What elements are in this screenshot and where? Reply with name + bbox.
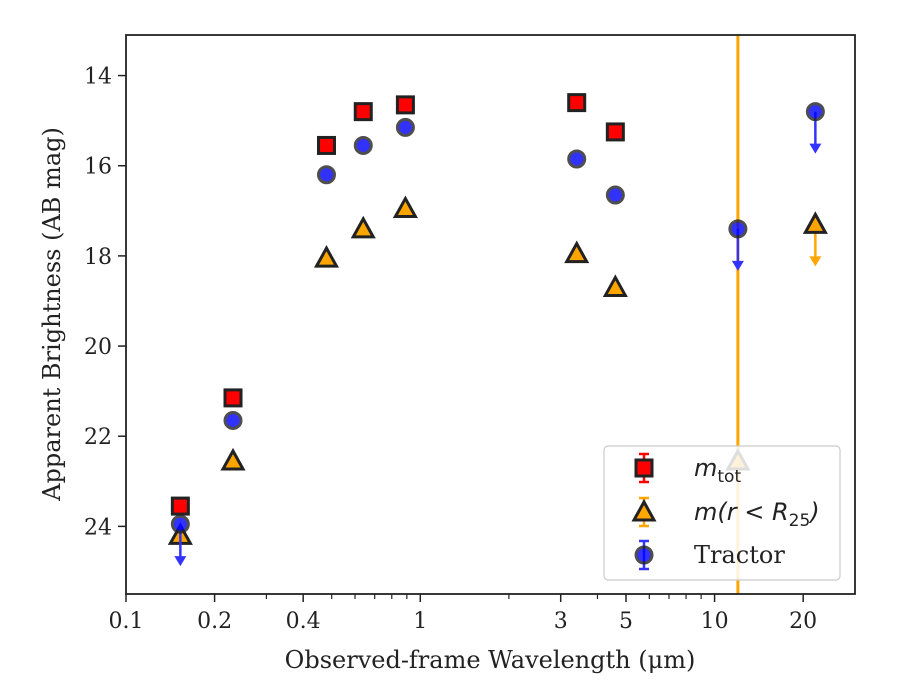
mtot-point-0 [170,496,190,516]
tractor-point-8 [805,102,825,122]
tractor-point-1 [223,410,243,430]
x-tick-label-1: 0.2 [197,609,232,634]
y-tick-label-1: 16 [84,155,112,180]
mtot-point-2 [316,135,336,155]
legend-marker-tractor [634,545,654,565]
y-tick-label-5: 24 [84,515,112,540]
legend: mtot m(r < R25) Tractor [603,445,841,581]
x-tick-label-3: 1 [413,609,427,634]
x-tick-label-7: 20 [789,609,817,634]
legend-box [603,445,841,581]
x-axis-label: Observed-frame Wavelength (μm) [285,646,696,674]
y-axis-label: Apparent Brightness (AB mag) [38,127,66,502]
tractor-point-3 [353,135,373,155]
legend-marker-mtot [634,458,654,478]
tractor-point-0 [170,514,190,534]
x-tick-label-6: 10 [701,609,729,634]
mtot-point-6 [605,122,625,142]
tractor-point-7 [728,219,748,239]
mR25-point-2 [313,245,340,268]
mR25-point-6 [602,274,628,297]
tractor-point-5 [567,149,587,169]
y-tick-label-3: 20 [84,335,112,360]
data-marks [167,93,828,567]
mR25-point-1 [220,447,246,471]
y-tick-label-2: 18 [84,245,112,270]
x-tick-label-2: 0.4 [286,609,321,634]
x-tick-label-4: 3 [554,609,568,634]
y-tick-label-0: 14 [84,65,112,90]
mR25-point-8 [802,211,828,234]
y-tick-label-4: 22 [84,425,112,450]
mtot-point-4 [395,95,415,115]
mtot-point-5 [567,93,587,113]
mR25-point-5 [564,240,590,264]
legend-label-tractor: Tractor [694,541,785,569]
axes-frame [125,34,856,595]
legend-label-mR25: m(r < R25) [694,498,820,531]
legend-marker-mR25 [631,498,657,522]
axes-border [125,34,856,595]
tractor-point-2 [316,165,336,185]
tractor-point-4 [395,117,415,137]
x-tick-label-5: 5 [619,609,633,634]
mtot-point-1 [223,388,243,408]
x-tick-label-0: 0.1 [109,609,144,634]
legend-label-mtot: mtot [694,454,741,487]
tractor-point-6 [605,185,625,205]
mR25-point-4 [392,195,418,219]
mtot-point-3 [353,102,373,122]
axis-ticks: 0.1 0.2 0.4 1 3 5 10 20 14 16 18 20 22 24 [84,65,817,634]
mR25-point-3 [350,215,376,239]
